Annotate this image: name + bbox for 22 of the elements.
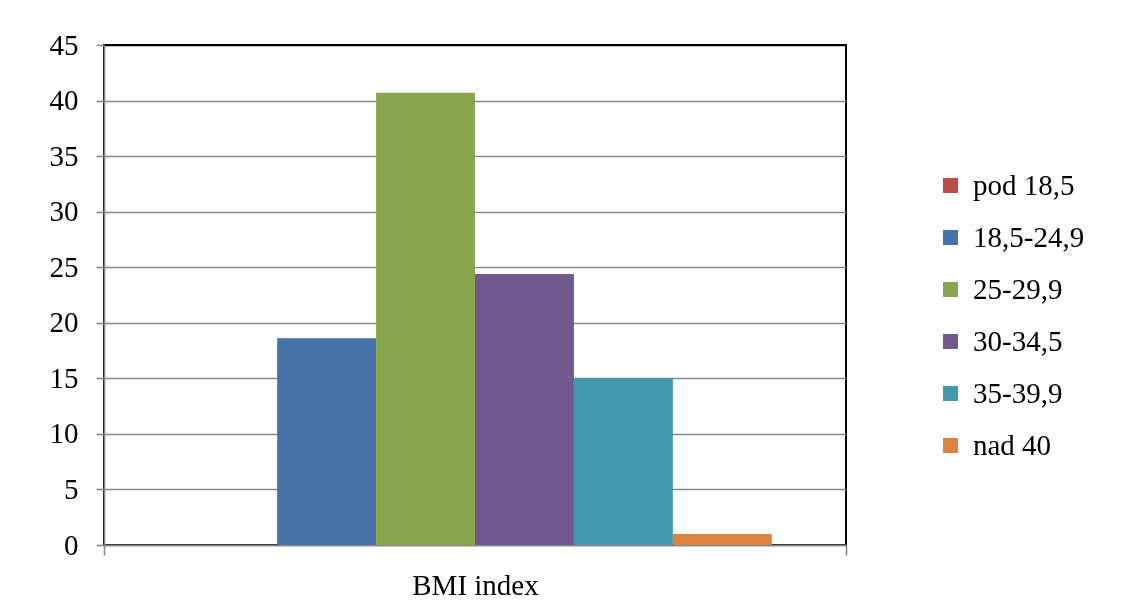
bar (277, 338, 377, 545)
bar (475, 273, 574, 545)
y-tick-label: 40 (49, 84, 79, 117)
y-tick-label: 0 (64, 528, 79, 561)
bar (573, 378, 673, 545)
legend-label: 25-29,9 (973, 272, 1063, 305)
x-tick-label: BMI index (412, 568, 540, 601)
y-tick-label: 10 (49, 417, 79, 450)
legend-label: 35-39,9 (973, 376, 1063, 409)
y-tick-label: 20 (49, 306, 79, 339)
y-tick-label: 30 (49, 195, 79, 228)
bar (376, 92, 475, 545)
legend-label: nad 40 (973, 428, 1052, 461)
legend-label: 30-34,5 (973, 324, 1063, 357)
y-tick-label: 35 (49, 139, 79, 172)
bar (672, 533, 772, 545)
y-tick-label: 25 (49, 250, 79, 283)
y-tick-label: 5 (64, 472, 79, 505)
legend-label: pod 18,5 (973, 168, 1075, 201)
y-tick-label: 15 (49, 361, 79, 394)
y-tick-label: 45 (49, 28, 79, 61)
legend-label: 18,5-24,9 (973, 220, 1085, 253)
